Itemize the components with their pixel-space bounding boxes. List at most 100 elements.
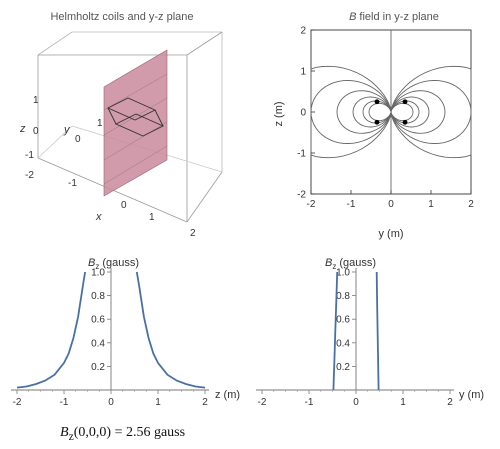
y-tick-1: 1	[97, 118, 103, 129]
contour-xtick-label-3: 1	[428, 199, 434, 210]
bz-y-series-line-0	[332, 271, 339, 391]
bz-y-ylabel: Bz (gauss)	[325, 257, 376, 271]
bz-y-ytick-label-2: 0.6	[336, 315, 350, 326]
contour-y-ticks: 2 1 0 -1 -2	[297, 26, 315, 201]
bz-z-ylabel: Bz (gauss)	[88, 257, 139, 271]
contour-line-right-1	[390, 80, 472, 144]
bz-y-ylabel-text: (gauss)	[339, 257, 376, 269]
bz-y-ylabel-sub: z	[332, 262, 336, 271]
coil-marker-3	[402, 119, 408, 125]
contour-line-right-4	[390, 100, 420, 124]
y-tick-0: 0	[75, 134, 81, 145]
x-tick-0: 0	[121, 200, 127, 211]
bz-y-ytick-label-1: 0.8	[336, 291, 350, 302]
contour-ytick-label-2: 0	[300, 108, 306, 119]
bz-z-xtick-label-0: -2	[13, 397, 22, 408]
contour-xtick-label-2: 0	[388, 199, 394, 210]
panel-bz-z: Bz (gauss) -2 -1 0 1 2 1.0 0.8 0.6 0.4 0.2 z (m)	[11, 257, 240, 408]
x-tick-m1: -1	[68, 178, 77, 189]
contour-ytick-label-1: 1	[300, 67, 306, 78]
y-axis-label: y	[63, 124, 71, 136]
bz-y-ytick-label-4: 0.2	[336, 362, 350, 373]
contour-line-left-4	[362, 100, 392, 124]
contour-xtick-label-0: -2	[307, 199, 316, 210]
title-contour-text: field in y-z plane	[359, 11, 439, 23]
z-axis-label: z	[19, 123, 26, 135]
bz-z-xtick-label-4: 2	[202, 397, 208, 408]
coil-markers	[374, 99, 408, 125]
bz-y-axes: -2 -1 0 1 2 1.0 0.8 0.6 0.4 0.2	[256, 268, 454, 408]
z-tick-m1: -1	[25, 150, 34, 161]
contour-ytick-label-4: -2	[297, 190, 306, 201]
coil-marker-0	[374, 99, 380, 105]
bz-z-ytick-label-3: 0.4	[91, 338, 105, 349]
bz-y-ytick-label-0: 1.0	[336, 268, 350, 279]
panel-bz-y: Bz (gauss) -2 -1 0 1 2 1.0 0.8 0.6 0.4 0.2 y (m)	[256, 257, 484, 408]
contour-line-right-0	[390, 65, 472, 159]
bz-z-ytick-label-1: 0.8	[91, 291, 105, 302]
contour-line-left-3	[352, 96, 392, 128]
bz-y-ylabel-b: B	[325, 257, 332, 269]
panel-3d: Helmholtz coils and y-z plane	[19, 11, 223, 239]
caption-sub: z	[68, 429, 74, 443]
bz-z-xtick-label-3: 1	[155, 397, 161, 408]
bz-y-xtick-label-1: -1	[305, 397, 314, 408]
contour-line-left-0	[310, 65, 392, 159]
bz-z-ylabel-sub: z	[95, 262, 99, 271]
bz-y-xtick-label-2: 0	[353, 397, 359, 408]
z-tick-0: 0	[33, 126, 39, 137]
box-back-edges	[37, 31, 223, 172]
caption-text: (0,0,0) = 2.56 gauss	[73, 425, 186, 440]
x-tick-2: 2	[190, 228, 196, 239]
contour-ytick-label-0: 2	[300, 26, 306, 37]
title-contour-italic: B	[349, 11, 356, 23]
contour-line-right-3	[390, 96, 430, 128]
contour-ytick-label-3: -1	[297, 149, 306, 160]
bz-z-series-line-0	[16, 271, 86, 389]
contour-xlabel: y (m)	[378, 228, 403, 240]
bz-z-ytick-label-0: 1.0	[91, 268, 105, 279]
bz-z-ylabel-text: (gauss)	[102, 257, 139, 269]
bz-z-xtick-label-1: -1	[60, 397, 69, 408]
bz-z-series	[16, 271, 206, 389]
z-tick-m2: -2	[25, 170, 34, 181]
contour-line-left-5	[368, 102, 392, 122]
bz-y-xtick-label-3: 1	[400, 397, 406, 408]
bz-y-xtick-label-4: 2	[447, 397, 453, 408]
contour-line-left-1	[310, 80, 392, 144]
box-front-edges	[37, 31, 223, 223]
bz-y-ytick-label-3: 0.4	[336, 338, 350, 349]
yz-plane	[103, 49, 168, 197]
bz-y-xlabel: y (m)	[459, 389, 484, 401]
contour-line-left-2	[336, 90, 392, 134]
bz-z-xlabel: z (m)	[215, 389, 240, 401]
contour-ylabel: z (m)	[273, 101, 285, 126]
bz-y-series	[332, 271, 380, 391]
contour-line-right-5	[390, 102, 414, 122]
plane-hatch	[103, 73, 168, 185]
bz-z-xtick-label-2: 0	[108, 397, 114, 408]
bz-z-ylabel-b: B	[88, 257, 95, 269]
title-3d: Helmholtz coils and y-z plane	[50, 11, 193, 23]
coil-marker-1	[374, 119, 380, 125]
contour-curves	[310, 30, 472, 194]
coil-marker-2	[402, 99, 408, 105]
bz-z-ytick-label-2: 0.6	[91, 315, 105, 326]
bz-y-xtick-label-0: -2	[258, 397, 267, 408]
caption-b: B	[60, 425, 69, 440]
caption: Bz(0,0,0) = 2.56 gauss	[60, 425, 185, 443]
contour-xtick-label-4: 2	[468, 199, 474, 210]
coils	[106, 97, 165, 137]
bz-y-series-line-1	[375, 271, 380, 391]
contour-xtick-label-1: -1	[347, 199, 356, 210]
x-axis-label: x	[95, 211, 102, 223]
contour-line-right-2	[390, 90, 446, 134]
bz-z-series-line-1	[135, 271, 206, 389]
x-tick-1: 1	[149, 212, 155, 223]
z-tick-1: 1	[33, 95, 39, 106]
contour-x-ticks: -2 -1 0 1 2	[307, 190, 474, 210]
bz-z-ytick-label-4: 0.2	[91, 362, 105, 373]
